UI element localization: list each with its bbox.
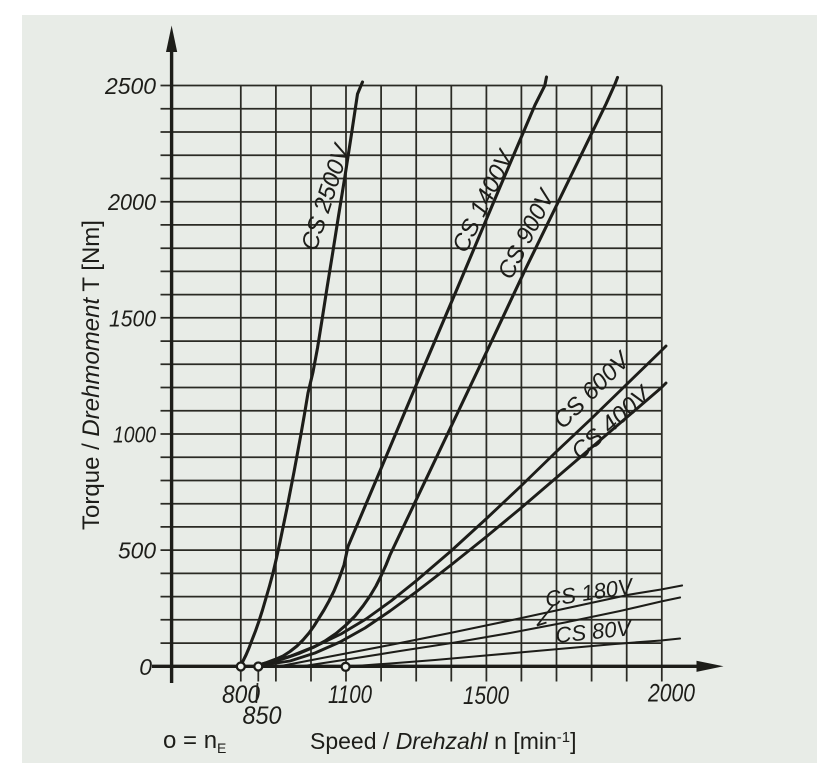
svg-text:o = nE: o = nE xyxy=(163,727,226,756)
svg-text:1100: 1100 xyxy=(328,681,372,709)
svg-text:2000: 2000 xyxy=(107,189,156,215)
svg-text:2000: 2000 xyxy=(647,680,695,708)
svg-text:Speed / Drehzahl n [min-1]: Speed / Drehzahl n [min-1] xyxy=(310,728,577,754)
svg-text:800: 800 xyxy=(222,681,260,709)
svg-text:850: 850 xyxy=(243,702,282,730)
svg-text:1500: 1500 xyxy=(463,682,509,710)
svg-text:1500: 1500 xyxy=(109,305,156,331)
svg-text:2500: 2500 xyxy=(104,73,156,99)
svg-text:500: 500 xyxy=(118,538,156,564)
svg-text:0: 0 xyxy=(139,654,152,680)
svg-text:1000: 1000 xyxy=(113,422,156,448)
svg-text:Torque / Drehmoment T [Nm]: Torque / Drehmoment T [Nm] xyxy=(78,220,105,530)
